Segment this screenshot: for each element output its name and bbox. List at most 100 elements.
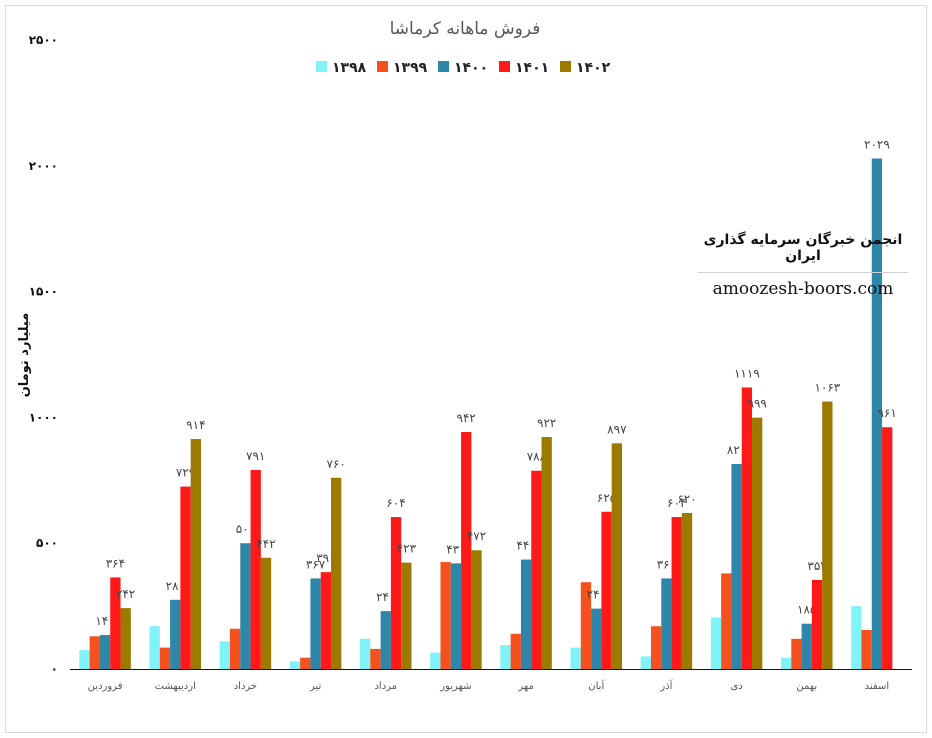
bar	[380, 611, 391, 669]
data-label: ۲۸۱	[166, 579, 185, 593]
watermark: انجمن خبرگان سرمایه گذاری ایران amoozesh…	[698, 228, 908, 299]
bar	[149, 626, 160, 669]
bar	[710, 617, 722, 669]
data-label: ۲۴۰	[376, 590, 395, 604]
y-axis-label: میلیارد تومان	[17, 313, 32, 398]
bar	[461, 431, 472, 669]
x-tick-label: تیر	[309, 681, 322, 692]
data-label: ۶۲۰	[677, 492, 696, 506]
data-label: ۴۳۱	[446, 542, 465, 556]
watermark-url: amoozesh-boors.com	[712, 279, 894, 299]
bar	[450, 563, 462, 669]
data-label: ۶۰۴	[667, 496, 686, 510]
legend-label: ۱۴۰۰	[454, 60, 488, 76]
bar	[99, 635, 111, 669]
x-tick-label: دی	[730, 681, 742, 692]
x-tick-label: آذر	[659, 679, 673, 692]
x-tick-label: اسفند	[865, 681, 889, 692]
data-label: ۱۱۱۹	[734, 366, 760, 380]
legend-label: ۱۳۹۸	[332, 60, 367, 76]
data-label: ۳۶۰	[657, 557, 676, 571]
bar	[401, 562, 412, 669]
data-label: ۶۲۵	[597, 491, 616, 505]
legend-swatch	[316, 61, 327, 72]
data-label: ۷۹۱	[246, 449, 265, 463]
bar	[360, 638, 371, 669]
legend-label: ۱۴۰۲	[576, 60, 611, 76]
y-tick-label: ۰	[51, 662, 58, 676]
legend-swatch	[438, 61, 449, 72]
bar	[500, 645, 511, 669]
bar	[681, 513, 693, 669]
y-tick-label: ۵۰۰	[36, 536, 58, 550]
bar	[801, 623, 812, 669]
data-label: ۱۸۵	[797, 603, 816, 617]
legend-swatch	[499, 61, 510, 72]
chart-frame	[5, 5, 927, 733]
bar	[510, 633, 521, 669]
bar	[541, 437, 552, 669]
x-tick-label: مرداد	[374, 681, 397, 692]
bar	[811, 579, 823, 669]
bar	[471, 550, 482, 669]
bar	[430, 652, 441, 669]
bar	[331, 477, 342, 669]
data-label: ۴۴۲	[256, 537, 275, 551]
bar	[180, 486, 191, 669]
data-label: ۹۴۲	[457, 411, 476, 425]
bar	[240, 543, 251, 669]
bar	[531, 470, 542, 669]
legend-label: ۱۳۹۹	[393, 60, 428, 76]
bar	[79, 650, 90, 669]
x-tick-label: آبان	[588, 679, 605, 692]
x-tick-label: خرداد	[234, 681, 257, 692]
bar	[650, 626, 662, 669]
bar	[752, 417, 763, 669]
bar	[871, 158, 883, 669]
data-label: ۵۰۰	[236, 522, 255, 536]
legend: ۱۳۹۸ ۱۳۹۹ ۱۴۰۰ ۱۴۰۱ ۱۴۰۲	[316, 60, 611, 76]
bar	[300, 657, 311, 669]
data-label: ۷۲۹	[176, 466, 195, 480]
chart-title: فروش ماهانه کرماشا	[390, 19, 541, 39]
bar	[390, 517, 402, 669]
bar	[310, 578, 321, 669]
data-label: ۳۶۴	[106, 556, 125, 570]
bar	[580, 582, 592, 669]
bar	[170, 599, 181, 669]
y-axis: ۰ ۵۰۰ ۱۰۰۰ ۱۵۰۰ ۲۰۰۰ ۲۵۰۰	[29, 33, 58, 676]
bar	[110, 577, 121, 669]
x-tick-label: فروردین	[88, 681, 123, 692]
data-label: ۸۲۰	[727, 443, 746, 457]
data-label: ۳۶۷	[306, 557, 326, 571]
bar	[440, 562, 451, 669]
bar	[791, 638, 802, 669]
bar	[289, 661, 301, 669]
y-tick-label: ۲۵۰۰	[29, 33, 58, 47]
data-label: ۱۰۶۳	[814, 381, 840, 395]
bar	[601, 511, 612, 669]
bar	[570, 647, 581, 669]
x-tick-label: مهر	[517, 681, 533, 692]
bar	[671, 517, 682, 669]
bar	[661, 578, 672, 669]
bar	[120, 608, 131, 669]
legend-swatch	[377, 61, 388, 72]
data-label: ۹۹۹	[748, 397, 767, 411]
bar	[219, 641, 230, 669]
bar	[781, 657, 792, 669]
bar	[320, 572, 332, 669]
data-label: ۹۱۴	[186, 418, 205, 432]
y-tick-label: ۱۰۰۰	[29, 410, 58, 424]
bar	[520, 559, 532, 669]
bar	[159, 647, 171, 669]
bar	[731, 463, 742, 669]
bar	[370, 648, 381, 669]
bar	[741, 387, 753, 669]
data-label: ۸۹۷	[607, 422, 627, 436]
data-label: ۳۵۴	[807, 559, 826, 573]
bar	[229, 628, 241, 669]
data-label: ۴۷۲	[467, 529, 486, 543]
data-label: ۲۴۲	[116, 587, 135, 601]
